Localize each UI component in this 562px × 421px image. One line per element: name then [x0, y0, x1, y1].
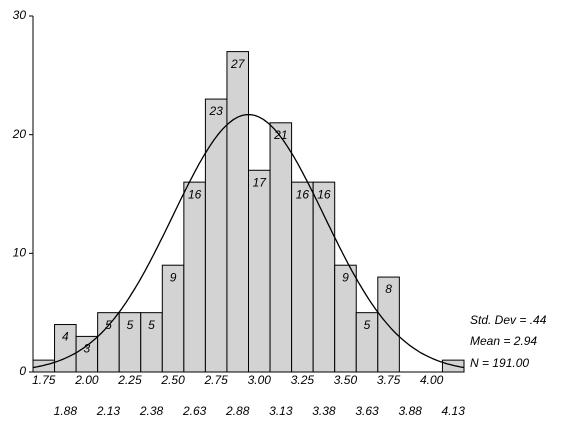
data-label: 9: [342, 270, 349, 284]
x-tick-label: 3.88: [398, 404, 422, 418]
data-label: 23: [208, 104, 223, 118]
y-tick-label: 10: [13, 246, 27, 260]
x-tick-label: 3.00: [248, 373, 272, 387]
data-label: 17: [253, 175, 268, 189]
data-label: 16: [188, 187, 202, 201]
bar: [204, 98, 228, 373]
x-tick-label: 3.63: [355, 404, 379, 418]
stat-mean: Mean = 2.94: [470, 334, 537, 348]
x-tick-label: 2.38: [139, 404, 164, 418]
y-tick-label: 30: [13, 8, 27, 22]
stat-std-dev: Std. Dev = .44: [470, 313, 547, 327]
x-tick-label: 1.88: [54, 404, 78, 418]
x-tick-label: 4.00: [420, 373, 444, 387]
x-tick-label: 2.63: [182, 404, 207, 418]
stat-n: N = 191.00: [470, 356, 529, 370]
x-tick-label: 1.75: [32, 373, 56, 387]
bar: [248, 169, 271, 373]
y-tick-label: 20: [12, 127, 27, 141]
bar: [312, 181, 336, 373]
stats: Std. Dev = .44 Mean = 2.94 N = 191.00: [470, 313, 547, 370]
data-label: 3: [84, 342, 91, 356]
data-label: 5: [148, 318, 155, 332]
x-tick-label: 3.38: [312, 404, 336, 418]
x-tick-label: 3.25: [291, 373, 315, 387]
x-tick-label: 2.88: [225, 404, 250, 418]
x-tick-label: 3.50: [334, 373, 358, 387]
x-tick-label: 4.13: [442, 404, 466, 418]
normal-curve: [32, 113, 465, 369]
data-label: 5: [364, 318, 371, 332]
data-label: 9: [170, 270, 177, 284]
data-label: 16: [296, 187, 310, 201]
bar: [269, 122, 293, 373]
x-tick-label: 3.13: [269, 404, 293, 418]
x-tick-label: 3.75: [377, 373, 401, 387]
data-label: 8: [385, 282, 392, 296]
data-label: 27: [230, 57, 246, 71]
x-tick-label: 2.13: [96, 404, 121, 418]
data-label: 4: [62, 330, 69, 344]
x-tick-label: 2.50: [160, 373, 185, 387]
bar: [291, 181, 314, 373]
x-tick-label: 2.75: [203, 373, 228, 387]
data-label: 16: [317, 187, 331, 201]
bar: [226, 51, 249, 373]
x-tick-label: 2.25: [117, 373, 142, 387]
x-tick-label: 2.00: [74, 373, 99, 387]
y-tick-label: 0: [19, 364, 26, 378]
data-label: 5: [127, 318, 134, 332]
bar: [183, 181, 206, 373]
